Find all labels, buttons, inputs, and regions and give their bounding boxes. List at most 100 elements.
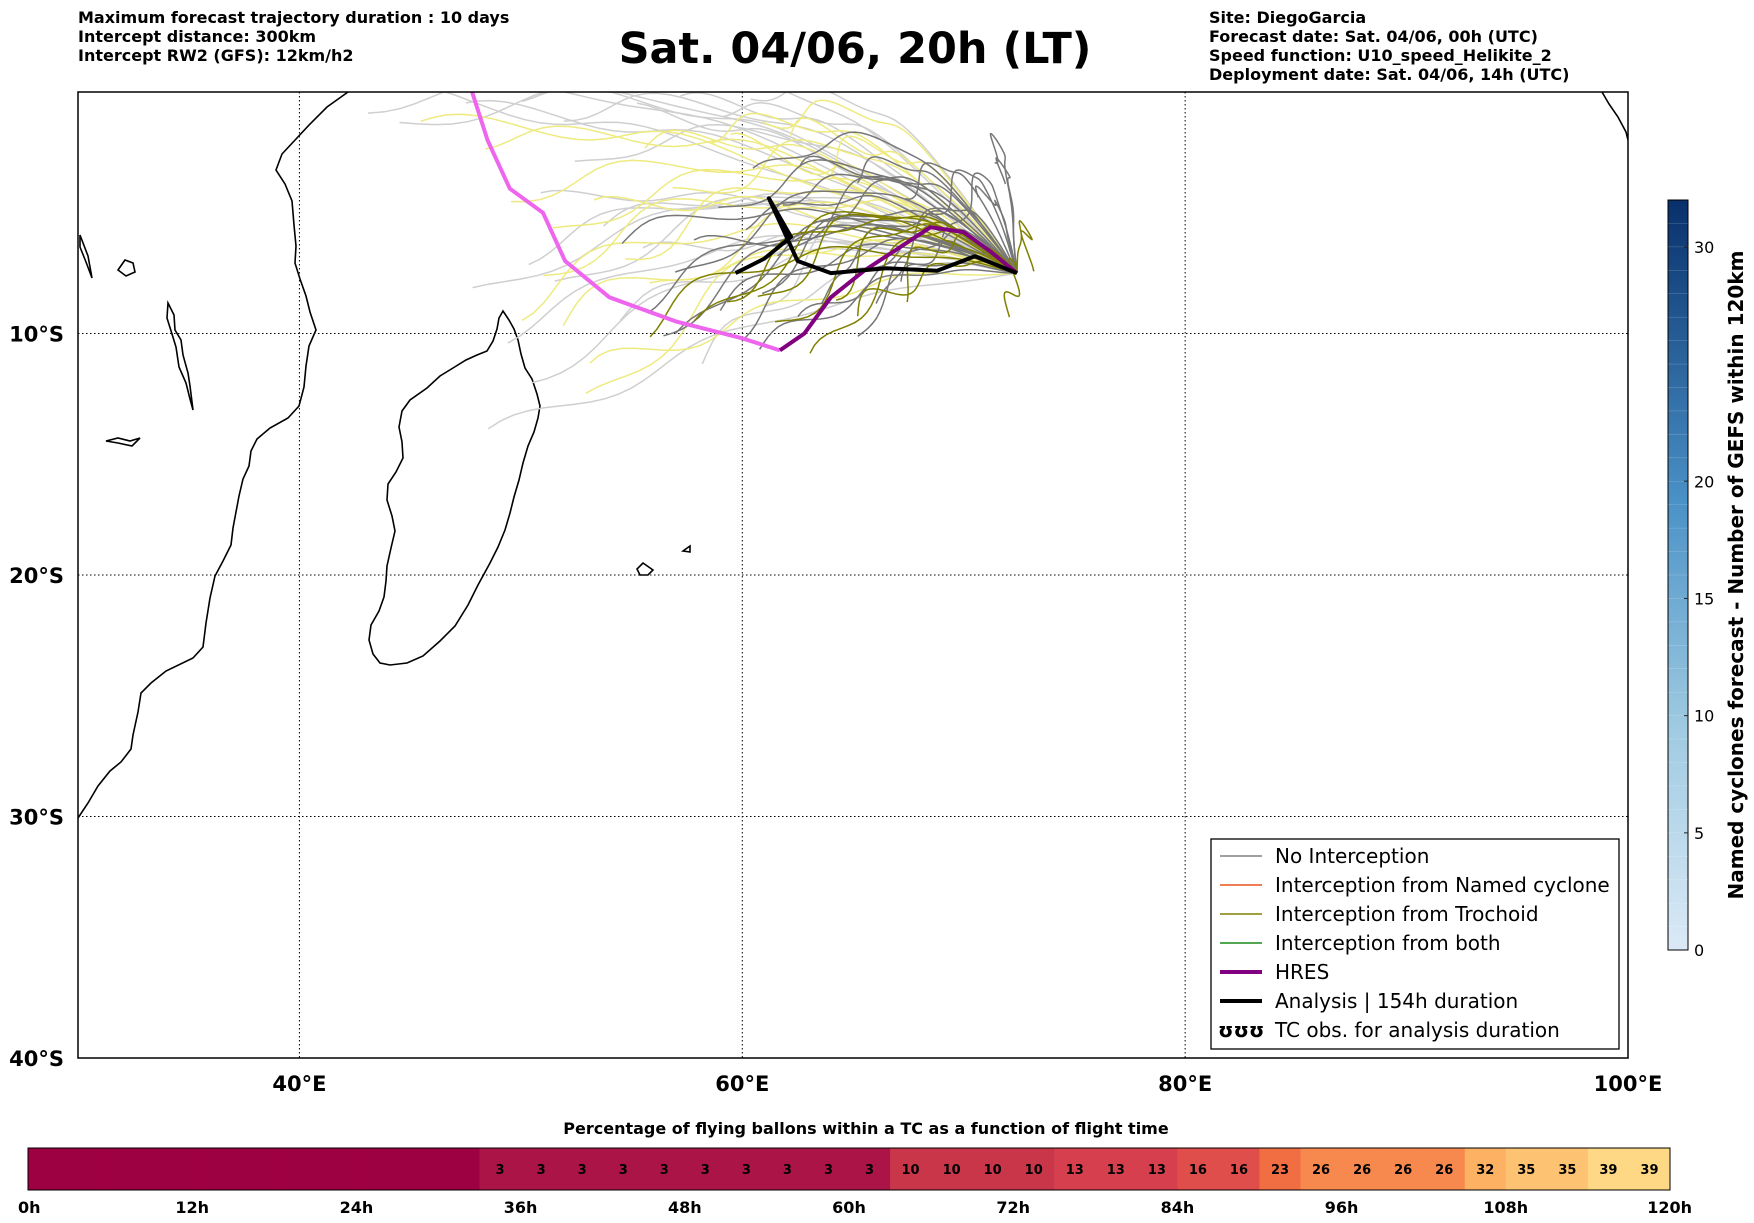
tc-bar-cell-value: 26 bbox=[1435, 1163, 1453, 1178]
page-title: Sat. 04/06, 20h (LT) bbox=[618, 24, 1092, 74]
ensemble-track-no-interception bbox=[926, 169, 1018, 274]
bottom-bar-title: Percentage of flying ballons within a TC… bbox=[563, 1119, 1169, 1138]
header-right-line-3: Speed function: U10_speed_Helikite_2 bbox=[1209, 46, 1552, 65]
tc-bar-cell bbox=[28, 1148, 70, 1190]
tc-bar-cell bbox=[766, 1148, 809, 1190]
trajectory-tracks bbox=[367, 92, 1035, 430]
tc-bar-cell bbox=[110, 1148, 152, 1190]
colorbar-tick-label: 0 bbox=[1694, 941, 1704, 960]
tc-bar-cell bbox=[1259, 1148, 1302, 1190]
ensemble-track-no-interception bbox=[856, 156, 1018, 274]
tc-bar-cell-value: 3 bbox=[783, 1163, 792, 1178]
x-tick-label: 60°E bbox=[715, 1072, 769, 1096]
legend-tc-symbol: ʊʊʊ bbox=[1218, 1018, 1264, 1042]
header-left-line-1: Maximum forecast trajectory duration : 1… bbox=[78, 8, 510, 27]
ensemble-track-no-interception bbox=[745, 194, 1018, 274]
tc-bar-cell bbox=[1177, 1148, 1219, 1190]
tc-bar-cell bbox=[1136, 1148, 1178, 1190]
island-outline bbox=[105, 437, 141, 447]
legend-label: Interception from Named cyclone bbox=[1275, 873, 1610, 897]
tc-bar-time-label: 84h bbox=[1161, 1198, 1195, 1217]
legend-label: Interception from both bbox=[1275, 931, 1501, 955]
tc-bar-cell bbox=[192, 1148, 234, 1190]
tc-bar-cell bbox=[1341, 1148, 1384, 1190]
ensemble-track-trochoid bbox=[693, 211, 1018, 322]
ensemble-track-no-interception bbox=[621, 208, 1018, 274]
legend-box bbox=[1210, 838, 1620, 1050]
tc-bar-cell-value: 16 bbox=[1230, 1163, 1248, 1178]
ensemble-track-no-interception bbox=[752, 131, 1018, 274]
ensemble-track-far bbox=[443, 92, 1018, 274]
legend-label: HRES bbox=[1275, 960, 1329, 984]
ensemble-track-trochoid bbox=[1016, 220, 1035, 274]
tc-bar-cell-value: 13 bbox=[1066, 1163, 1084, 1178]
tc-percentage-bar: 3 3 3 3 3 3 3 3 3 3 10 10 10 10 13 13 13 16 16 23 26 26 26 26 32… bbox=[18, 1147, 1692, 1217]
tc-bar-cell-value: 35 bbox=[1558, 1163, 1576, 1178]
tc-bar-cell-value: 3 bbox=[619, 1163, 628, 1178]
tc-bar-time-label: 72h bbox=[996, 1198, 1030, 1217]
header-right-line-2: Forecast date: Sat. 04/06, 00h (UTC) bbox=[1209, 27, 1538, 46]
tc-bar-time-label: 96h bbox=[1325, 1198, 1359, 1217]
tc-bar-cell bbox=[807, 1148, 850, 1190]
ensemble-track-no-interception bbox=[718, 159, 1018, 274]
legend-label: TC obs. for analysis duration bbox=[1274, 1018, 1560, 1042]
tc-bar-cell-value: 35 bbox=[1517, 1163, 1535, 1178]
ensemble-track-trochoid bbox=[757, 213, 1018, 298]
tc-bar-cell bbox=[1628, 1148, 1671, 1190]
tc-bar-cell-value: 13 bbox=[1107, 1163, 1125, 1178]
legend-label: Analysis | 154h duration bbox=[1275, 989, 1518, 1013]
tc-bar-cell-value: 3 bbox=[537, 1163, 546, 1178]
tc-bar-time-label: 60h bbox=[832, 1198, 866, 1217]
cyclone-colorbar: 0 5 10 15 20 30 Named cyclones forecast - Num… bbox=[1667, 199, 1748, 960]
ensemble-track-no-interception bbox=[989, 132, 1018, 274]
ensemble-track-no-interception bbox=[758, 268, 1017, 350]
tc-bar-cell bbox=[69, 1148, 111, 1190]
ensemble-track-far bbox=[750, 92, 1018, 274]
hres-track bbox=[778, 225, 1019, 353]
tc-bar-cell bbox=[1505, 1148, 1548, 1190]
x-tick-label: 80°E bbox=[1158, 1072, 1212, 1096]
tc-bar-cell-value: 26 bbox=[1394, 1163, 1412, 1178]
legend-label: Interception from Trochoid bbox=[1275, 902, 1539, 926]
tc-bar-cell bbox=[1300, 1148, 1343, 1190]
tc-bar-frame bbox=[27, 1147, 1671, 1191]
colorbar-tick-label: 10 bbox=[1694, 707, 1714, 726]
tc-bar-cell bbox=[315, 1148, 357, 1190]
ensemble-track-trochoid bbox=[727, 218, 1018, 303]
tc-bar-cell-value: 3 bbox=[496, 1163, 505, 1178]
tc-bar-cell-value: 3 bbox=[742, 1163, 751, 1178]
axis-tick-labels: 40°E 60°E 80°E 100°E 10°S 20°S 30°S 40°S bbox=[9, 323, 1662, 1097]
tc-bar-cell bbox=[1218, 1148, 1260, 1190]
ensemble-track-yellow bbox=[420, 113, 1018, 274]
tc-bar-cell bbox=[1423, 1148, 1466, 1190]
colorbar-label: Named cyclones forecast - Number of GEFS… bbox=[1724, 251, 1748, 900]
y-tick-label: 30°S bbox=[9, 806, 64, 830]
x-tick-label: 40°E bbox=[272, 1072, 326, 1096]
tc-bar-time-label: 108h bbox=[1483, 1198, 1528, 1217]
tc-bar-cell bbox=[1382, 1148, 1425, 1190]
tc-bar-time-label: 36h bbox=[504, 1198, 538, 1217]
colorbar-tick-label: 15 bbox=[1694, 589, 1714, 608]
tc-bar-cell-value: 16 bbox=[1189, 1163, 1207, 1178]
tc-bar-cell bbox=[684, 1148, 727, 1190]
tc-bar-cell bbox=[1464, 1148, 1507, 1190]
map-frame bbox=[77, 91, 1629, 1059]
ensemble-track-yellow bbox=[543, 198, 1018, 277]
tc-bar-cell-value: 3 bbox=[865, 1163, 874, 1178]
tc-bar-cell-value: 3 bbox=[824, 1163, 833, 1178]
x-tick-label: 100°E bbox=[1594, 1072, 1663, 1096]
tc-bar-cell-value: 23 bbox=[1271, 1163, 1289, 1178]
colorbar-tick-label: 20 bbox=[1694, 472, 1714, 491]
tc-bar-cell-value: 3 bbox=[660, 1163, 669, 1178]
tc-bar-cell-value: 26 bbox=[1353, 1163, 1371, 1178]
tc-bar-cell bbox=[438, 1148, 481, 1190]
legend: No Interception Interception from Named c… bbox=[1210, 838, 1620, 1050]
tc-bar-cell bbox=[972, 1148, 1014, 1190]
ensemble-track-no-interception bbox=[782, 173, 1018, 274]
tc-bar-cell bbox=[602, 1148, 645, 1190]
ensemble-track-yellow bbox=[589, 272, 1017, 364]
tc-bar-cell-value: 10 bbox=[1025, 1163, 1043, 1178]
ensemble-track-trochoid bbox=[649, 245, 1018, 338]
tc-bar-cell bbox=[479, 1148, 522, 1190]
header-left-line-2: Intercept distance: 300km bbox=[78, 27, 317, 46]
